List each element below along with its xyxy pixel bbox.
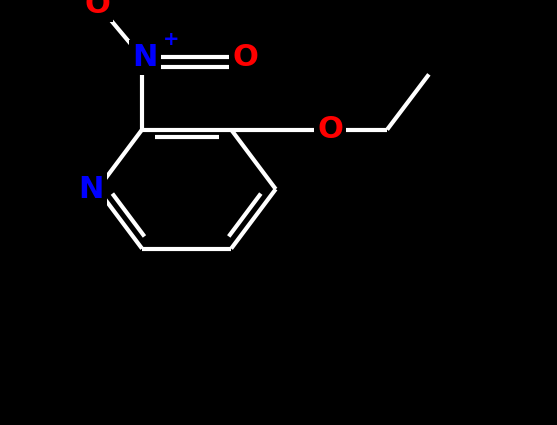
Text: +: + (163, 30, 179, 49)
Text: O: O (85, 0, 110, 19)
Text: O: O (232, 43, 258, 72)
Text: O: O (317, 115, 343, 144)
Text: N: N (78, 175, 104, 204)
Text: N: N (132, 43, 158, 72)
